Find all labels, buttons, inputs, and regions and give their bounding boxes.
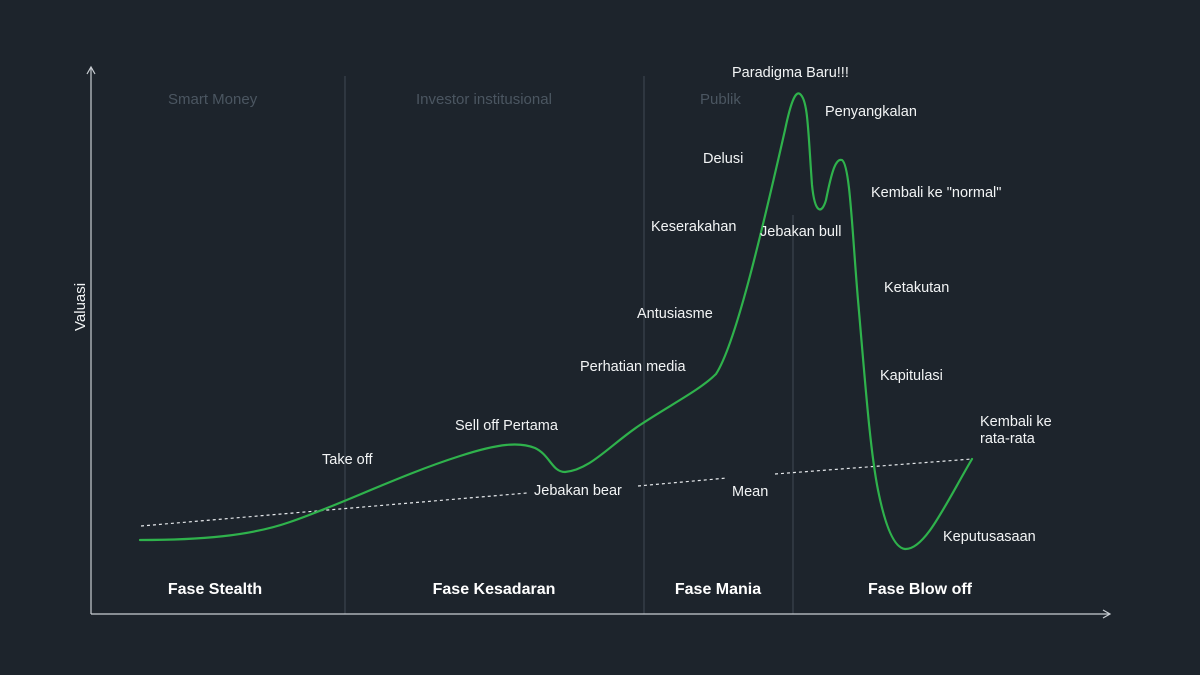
label-fear: Ketakutan (884, 280, 950, 296)
y-axis-label: Valuasi (72, 282, 89, 331)
phase-blow-off: Fase Blow off (867, 581, 973, 598)
label-return-to-mean-line1: Kembali ke (980, 414, 1052, 430)
group-smart-money: Smart Money (168, 91, 258, 108)
label-take-off: Take off (322, 452, 373, 468)
y-axis-arrow (86, 65, 96, 75)
label-media-attention: Perhatian media (580, 359, 686, 375)
label-denial: Penyangkalan (825, 104, 917, 120)
phase-stealth: Fase Stealth (167, 581, 263, 598)
label-bear-trap: Jebakan bear (534, 483, 622, 499)
label-new-paradigm: Paradigma Baru!!! (732, 65, 849, 81)
label-return-to-normal: Kembali ke "normal" (871, 185, 1002, 201)
label-despair: Keputusasaan (943, 529, 1036, 545)
label-capitulation: Kapitulasi (880, 368, 943, 384)
label-return-to-mean-line2: rata-rata (980, 431, 1035, 447)
x-axis-arrow (1102, 609, 1112, 619)
group-public: Publik (700, 91, 741, 108)
label-mean: Mean (732, 484, 769, 500)
label-enthusiasm: Antusiasme (637, 306, 713, 322)
label-delusion: Delusi (703, 151, 744, 167)
phase-mania: Fase Mania (674, 581, 762, 598)
label-greed: Keserakahan (651, 219, 737, 235)
phase-awareness: Fase Kesadaran (432, 581, 556, 598)
group-institutional: Investor institusional (416, 91, 552, 108)
label-bull-trap: Jebakan bull (760, 224, 842, 240)
label-first-sell-off: Sell off Pertama (455, 418, 558, 434)
valuation-curve (138, 92, 974, 551)
